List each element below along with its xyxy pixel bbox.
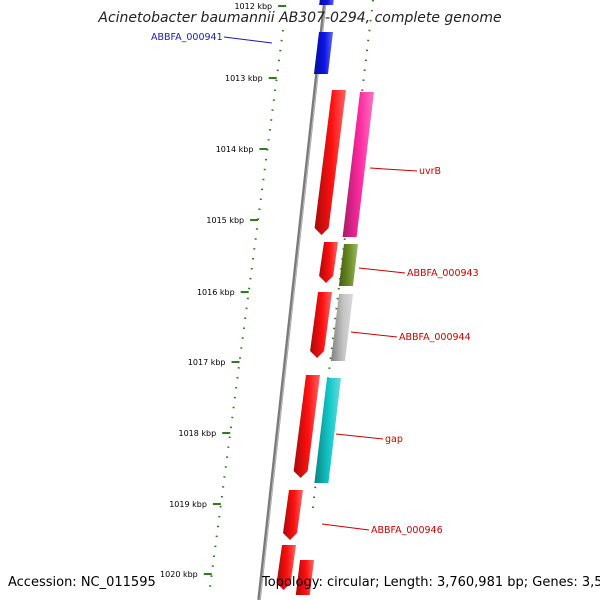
accession-text: Accession: NC_011595 [8, 575, 156, 590]
scale-track-left [208, 29, 284, 596]
scale-tick-label: 1020 kbp [160, 570, 198, 579]
scale-tick-label: 1013 kbp [225, 74, 263, 83]
gene-label-uvrB[interactable]: uvrB [419, 166, 441, 177]
gene-leader-line [358, 267, 406, 274]
gene-leader-line [223, 36, 273, 44]
gene-bar[interactable] [338, 244, 358, 286]
gene-label-gap[interactable]: gap [385, 434, 403, 445]
scale-tick-label: 1017 kbp [188, 358, 226, 367]
scale-tick-label: 1012 kbp [234, 2, 272, 11]
cds-bar[interactable] [319, 242, 338, 283]
cds-bar[interactable] [310, 292, 332, 358]
genome-summary-text: Topology: circular; Length: 3,760,981 bp… [262, 575, 600, 590]
gene-bar[interactable] [314, 378, 341, 483]
backbone-highlight [259, 0, 327, 600]
cds-bar[interactable] [276, 545, 296, 590]
cds-bar[interactable] [293, 375, 320, 478]
scale-tick-label: 1015 kbp [206, 216, 244, 225]
scale-tick-label: 1019 kbp [169, 500, 207, 509]
backbone-line [257, 0, 327, 600]
gene-bar[interactable] [319, 0, 334, 5]
gene-leader-line [369, 167, 418, 172]
cds-bar[interactable] [283, 490, 303, 540]
gene-bar[interactable] [330, 294, 353, 361]
map-title: Acinetobacter baumannii AB307-0294, comp… [98, 10, 502, 26]
gene-label-ABBFA_000941[interactable]: ABBFA_000941 [151, 32, 223, 43]
scale-tick-label: 1016 kbp [197, 288, 235, 297]
scale-tick-label: 1014 kbp [216, 145, 254, 154]
gene-leader-line [335, 433, 384, 440]
gene-leader-line [321, 523, 370, 531]
cds-bar[interactable] [314, 90, 346, 235]
gene-bar[interactable] [342, 92, 374, 237]
gene-bar[interactable] [313, 32, 333, 74]
gene-label-ABBFA_000943[interactable]: ABBFA_000943 [407, 268, 479, 279]
gene-bar[interactable] [295, 560, 314, 595]
gene-leader-line [350, 331, 398, 338]
scale-tick-label: 1018 kbp [179, 429, 217, 438]
gene-label-ABBFA_000946[interactable]: ABBFA_000946 [371, 525, 443, 536]
gene-label-ABBFA_000944[interactable]: ABBFA_000944 [399, 332, 471, 343]
